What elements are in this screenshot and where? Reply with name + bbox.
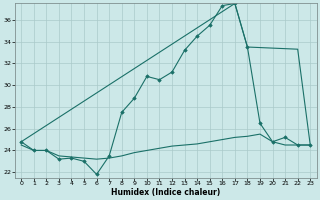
X-axis label: Humidex (Indice chaleur): Humidex (Indice chaleur) bbox=[111, 188, 220, 197]
